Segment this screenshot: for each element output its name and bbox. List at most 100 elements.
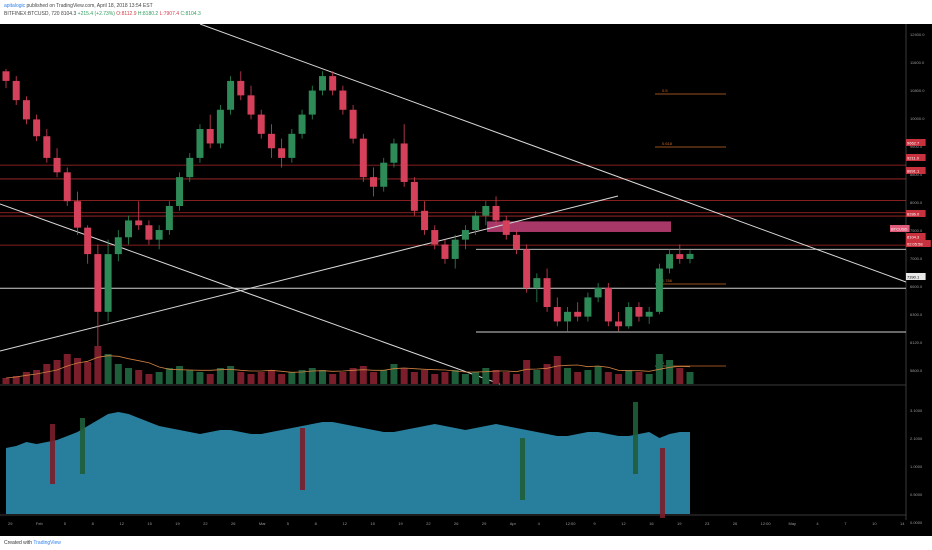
- published-text: published on TradingView.com, April 18, …: [26, 3, 153, 9]
- volume-bar: [441, 372, 449, 384]
- price-change: +215.4 (+2.73%): [77, 11, 115, 17]
- volume-bar: [43, 364, 51, 384]
- candle-body: [666, 254, 674, 269]
- volume-bar: [563, 368, 571, 384]
- candle-body: [492, 206, 500, 221]
- volume-bar: [676, 368, 684, 384]
- publish-info: apitalogic published on TradingView.com,…: [4, 3, 153, 9]
- time-tick-label: 19: [398, 521, 403, 526]
- ohlc-close: C:8104.3: [180, 11, 201, 17]
- price-badge-label: 8891.1: [907, 169, 920, 174]
- volume-bar: [421, 370, 429, 384]
- time-tick-label: 23: [705, 521, 710, 526]
- volume-bar: [298, 370, 306, 384]
- volume-bar: [94, 346, 102, 384]
- time-tick-label: 29: [8, 521, 13, 526]
- candle-body: [53, 157, 61, 173]
- price-tick-label: 12400.0: [910, 32, 925, 37]
- time-tick-label: 8: [92, 521, 95, 526]
- candle-body: [380, 162, 388, 187]
- volume-bar: [308, 368, 316, 384]
- time-tick-label: 4: [816, 521, 819, 526]
- candle-body: [451, 239, 459, 259]
- candle-body: [227, 80, 235, 110]
- price-badge-label: 7390.1: [907, 275, 920, 280]
- price-badge: [906, 273, 926, 280]
- ohlc-low: L:7907.4: [159, 11, 180, 17]
- candle-body: [533, 278, 541, 288]
- time-tick-label: 7: [844, 521, 847, 526]
- time-tick-label: 15: [370, 521, 375, 526]
- volume-bar: [635, 372, 643, 384]
- volume-bar: [615, 374, 623, 384]
- ohlc-high: H:8180.2: [137, 11, 159, 17]
- tradingview-brand[interactable]: TradingView: [33, 540, 61, 546]
- volume-bar: [318, 370, 326, 384]
- candle-body: [267, 133, 275, 149]
- time-tick-label: 19: [677, 521, 682, 526]
- candle-body: [502, 220, 510, 235]
- candle-body: [655, 268, 663, 312]
- volume-bar: [666, 360, 674, 384]
- volume-bar: [186, 370, 194, 384]
- candle-body: [615, 321, 623, 327]
- price-badge-label: 8104.3: [907, 235, 920, 240]
- price-badge: [906, 154, 926, 161]
- volume-bar: [227, 366, 235, 384]
- candle-body: [206, 129, 214, 144]
- candle-body: [145, 225, 153, 240]
- price-tick-label: 8000.0: [910, 200, 923, 205]
- publisher-link[interactable]: apitalogic: [4, 3, 26, 9]
- time-tick-label: 5: [64, 521, 67, 526]
- time-tick-label: Apr: [510, 521, 517, 526]
- indicator-tick-label: 3.1000: [910, 408, 923, 413]
- volume-bar: [492, 370, 500, 384]
- candle-body: [237, 80, 245, 96]
- candle-body: [329, 76, 337, 91]
- candle-body: [359, 138, 367, 178]
- fib-label-0: 0.5: [662, 88, 668, 93]
- time-tick-label: 12: [621, 521, 626, 526]
- candle-body: [635, 307, 643, 317]
- volume-bar: [73, 358, 81, 384]
- indicator-bar: [80, 418, 85, 474]
- time-tick-label: 19: [175, 521, 180, 526]
- price-tick-label: 6300.0: [910, 312, 923, 317]
- chart-area[interactable]: 0.5 0.618 0.786 1 12400.0 11600.0 10800.0 10000…: [0, 23, 932, 536]
- volume-bar: [553, 356, 561, 384]
- fib-label-1: 0.618: [662, 141, 673, 146]
- candle-body: [155, 230, 163, 240]
- candle-body: [135, 220, 143, 226]
- ohlc-open: O:8112.9: [116, 11, 137, 17]
- candle-body: [22, 100, 30, 120]
- candle-body: [73, 201, 81, 228]
- candle-body: [461, 230, 469, 240]
- indicator-bar: [50, 424, 55, 484]
- price-tick-label: 9600.0: [910, 144, 923, 149]
- volume-bar: [461, 374, 469, 384]
- time-tick-label: 29: [482, 521, 487, 526]
- price-chart-svg[interactable]: 0.5 0.618 0.786 1 12400.0 11600.0 10800.0 10000…: [0, 23, 932, 536]
- candle-body: [165, 206, 173, 231]
- chart-header: apitalogic published on TradingView.com,…: [0, 0, 932, 24]
- fib-label-2: 0.786: [662, 278, 673, 283]
- time-tick-label: 12: [120, 521, 125, 526]
- price-tick-label: 8800.0: [910, 172, 923, 177]
- volume-bar: [543, 364, 551, 384]
- price-badge-label: 8286.0: [907, 212, 920, 217]
- volume-bar: [472, 372, 480, 384]
- volume-bar: [176, 366, 184, 384]
- candle-body: [523, 249, 531, 288]
- candle-body: [431, 230, 439, 245]
- volume-bar: [53, 360, 61, 384]
- candle-body: [604, 287, 612, 322]
- candle-body: [410, 181, 418, 211]
- candle-body: [63, 172, 71, 202]
- volume-bar: [33, 370, 41, 384]
- candle-body: [553, 307, 561, 322]
- volume-bar: [604, 372, 612, 384]
- time-tick-label: 22: [203, 521, 208, 526]
- volume-bar: [482, 368, 490, 384]
- candle-body: [390, 143, 398, 163]
- indicator-bar: [633, 402, 638, 474]
